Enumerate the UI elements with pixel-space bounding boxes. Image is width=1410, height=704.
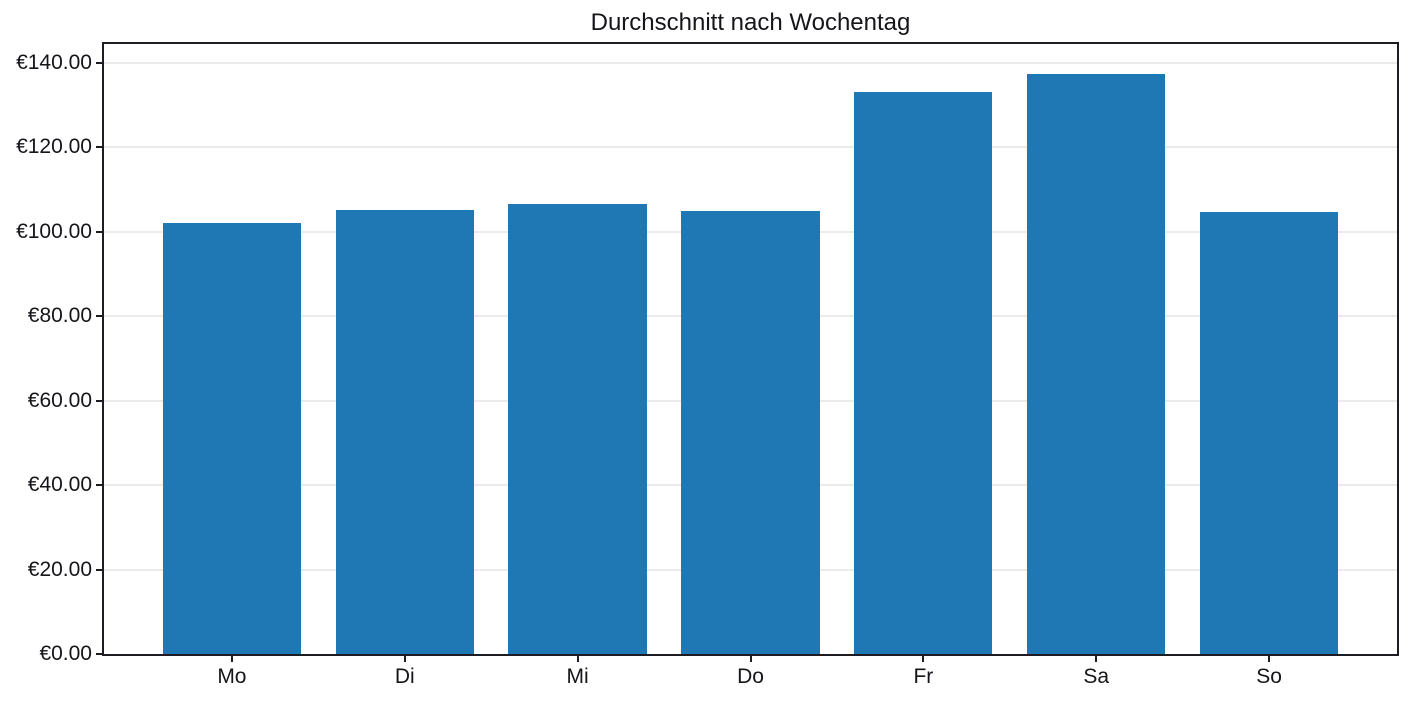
- x-tick-label-fr: Fr: [913, 665, 934, 688]
- x-tick-mo: [230, 654, 233, 662]
- x-tick-di: [403, 654, 406, 662]
- x-tick-mi: [576, 654, 579, 662]
- y-tick-40: [96, 484, 104, 487]
- x-tick-so: [1268, 654, 1271, 662]
- y-tick-label-20: €20.00: [27, 557, 92, 581]
- bar-sa: [1027, 73, 1166, 654]
- bar-fr: [854, 91, 993, 654]
- y-tick-label-80: €80.00: [27, 304, 92, 328]
- bar-so: [1199, 212, 1339, 654]
- x-tick-label-so: So: [1256, 665, 1282, 688]
- gridline-140: [104, 61, 1397, 64]
- y-tick-label-140: €140.00: [16, 50, 92, 74]
- y-tick-60: [96, 399, 104, 402]
- y-tick-120: [96, 146, 104, 149]
- bar-di: [335, 209, 474, 654]
- chart-title: Durchschnitt nach Wochentag: [590, 9, 911, 36]
- x-tick-fr: [922, 654, 925, 662]
- y-tick-label-100: €100.00: [16, 219, 92, 243]
- bar-mi: [508, 204, 647, 654]
- y-tick-label-0: €0.00: [39, 642, 92, 665]
- bar-mo: [162, 223, 302, 654]
- x-tick-label-do: Do: [737, 665, 764, 688]
- y-tick-label-40: €40.00: [27, 473, 92, 497]
- x-tick-sa: [1095, 654, 1098, 662]
- y-tick-20: [96, 568, 104, 571]
- x-tick-label-di: Di: [394, 665, 415, 688]
- gridline-120: [104, 146, 1397, 149]
- x-tick-label-mo: Mo: [217, 665, 247, 688]
- y-tick-label-120: €120.00: [16, 135, 92, 159]
- y-tick-0: [96, 653, 104, 655]
- y-tick-label-60: €60.00: [27, 388, 92, 412]
- x-tick-label-sa: Sa: [1083, 665, 1110, 688]
- x-tick-label-mi: Mi: [566, 665, 589, 688]
- bar-do: [681, 211, 820, 654]
- y-tick-100: [96, 230, 104, 233]
- y-tick-140: [96, 61, 104, 64]
- x-tick-do: [749, 654, 752, 662]
- plot-area: [104, 44, 1397, 654]
- y-tick-80: [96, 315, 104, 318]
